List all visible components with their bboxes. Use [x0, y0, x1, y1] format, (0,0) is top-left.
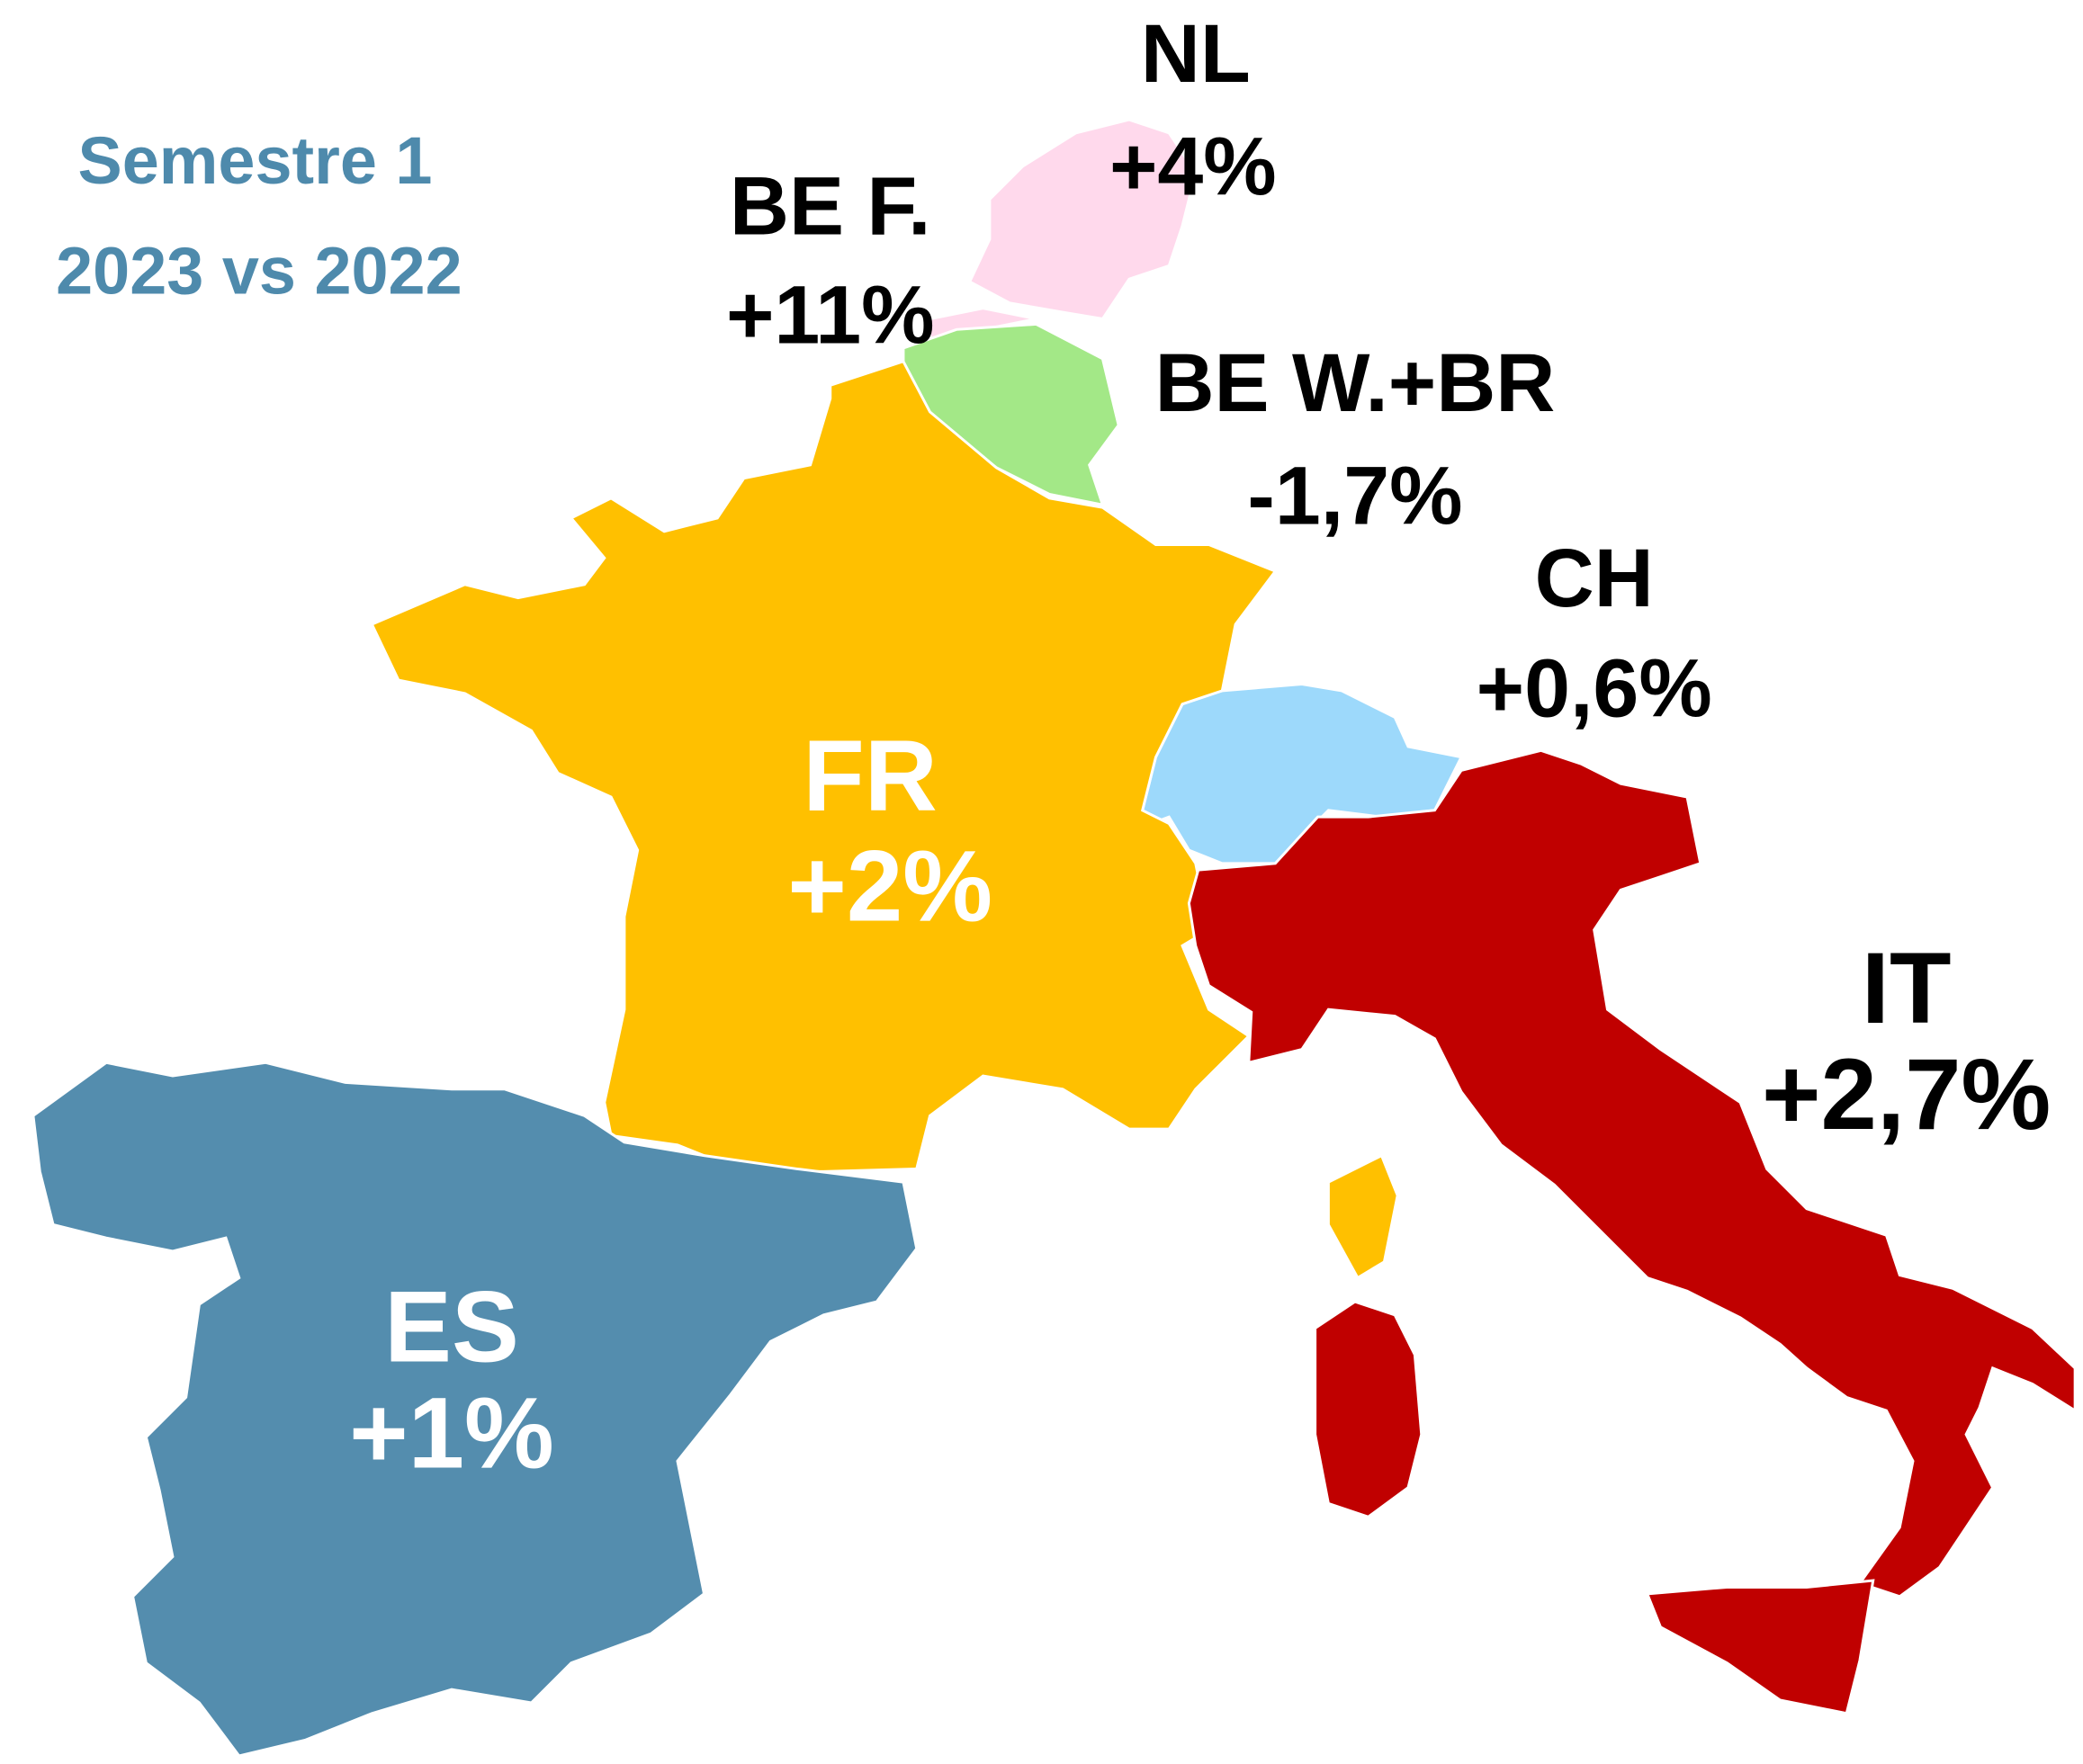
title-line: 2023 vs 2022 [56, 234, 462, 309]
region-change: +1% [349, 1376, 554, 1490]
region-code: CH [1535, 533, 1654, 624]
region-change: +0,6% [1477, 642, 1712, 734]
region-fr [370, 359, 1278, 1173]
region-it-sicily [1645, 1579, 1875, 1715]
region-nl [967, 118, 1198, 321]
region-code: BE F. [730, 161, 931, 253]
region-change: -1,7% [1247, 450, 1462, 542]
region-code: IT [1862, 931, 1952, 1044]
region-code: FR [803, 719, 938, 832]
region-change: +4% [1109, 121, 1277, 212]
region-it [1187, 748, 2077, 1598]
title-line: Semestre 1 [78, 123, 433, 198]
region-code: ES [384, 1270, 519, 1383]
region-fr-corsica [1326, 1153, 1399, 1280]
region-it-sardinia [1314, 1300, 1423, 1518]
region-code: BE W.+BR [1154, 337, 1555, 429]
region-change: +2% [787, 828, 992, 942]
region-es [31, 1061, 919, 1758]
region-code: NL [1141, 8, 1251, 100]
region-change: +2,7% [1762, 1037, 2051, 1151]
region-change: +11% [726, 270, 935, 362]
countries [31, 118, 2077, 1758]
